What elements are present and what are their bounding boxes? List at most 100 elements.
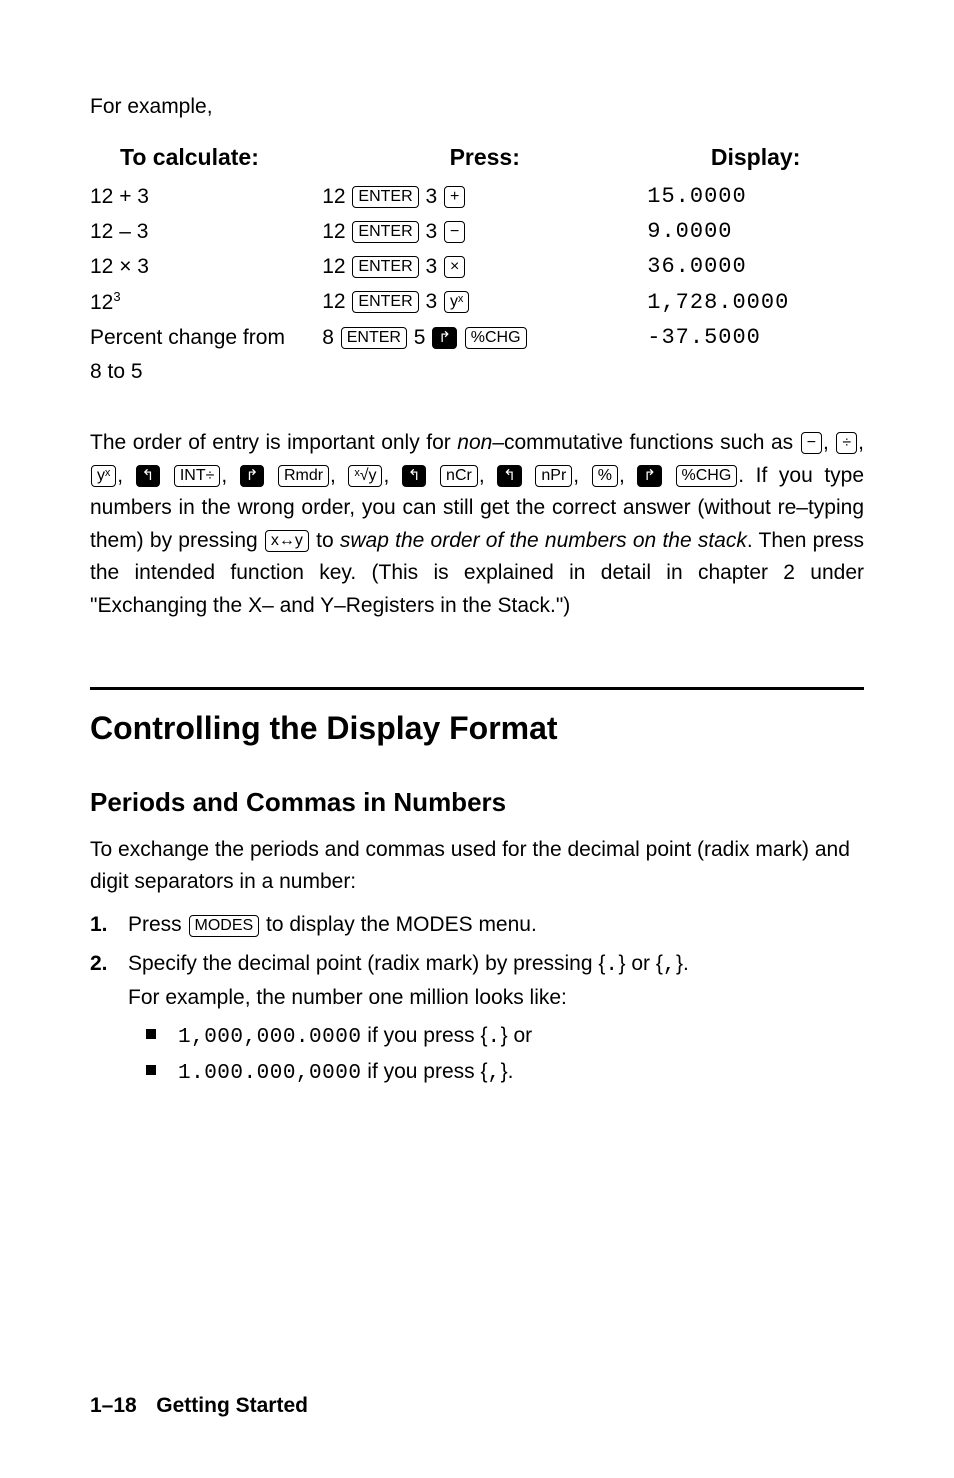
press-num: 12 bbox=[322, 185, 345, 208]
shift-right-key bbox=[432, 327, 457, 349]
step-item: 1. Press MODES to display the MODES menu… bbox=[90, 909, 864, 942]
para-em: non bbox=[457, 431, 492, 454]
divide-key: ÷ bbox=[836, 432, 857, 454]
bullet-item: 1.000.000,0000 if you press {,}. bbox=[128, 1055, 864, 1091]
enter-key: ENTER bbox=[352, 291, 418, 313]
chapter-name: Getting Started bbox=[156, 1394, 308, 1417]
pctchg-key: %CHG bbox=[676, 465, 738, 487]
press-num: 5 bbox=[414, 326, 426, 349]
calc-line1: Percent change from bbox=[90, 326, 285, 349]
table-row: 8 to 5 bbox=[90, 355, 864, 389]
press-num: 12 bbox=[322, 220, 345, 243]
calc-line2: 8 to 5 bbox=[90, 355, 322, 389]
step-number: 1. bbox=[90, 909, 108, 942]
table-row: Percent change from 8 ENTER 5 %CHG -37.5… bbox=[90, 320, 864, 355]
enter-key: ENTER bbox=[352, 186, 418, 208]
press-num: 3 bbox=[425, 255, 437, 278]
section-heading: Controlling the Display Format bbox=[90, 687, 864, 747]
sep: , bbox=[573, 464, 590, 487]
display-value: -37.5000 bbox=[647, 320, 864, 355]
sep: , bbox=[330, 464, 347, 487]
calc-expr: 123 bbox=[90, 284, 322, 320]
npr-key: nPr bbox=[535, 465, 572, 487]
order-paragraph: The order of entry is important only for… bbox=[90, 427, 864, 622]
sep: , bbox=[823, 431, 835, 454]
calc-expr: Percent change from bbox=[90, 320, 322, 355]
xrooty-key: ˣ√y bbox=[348, 465, 382, 487]
shift-left-key bbox=[402, 465, 427, 487]
bullet-text: } or bbox=[501, 1024, 533, 1047]
calc-expr: 12 – 3 bbox=[90, 214, 322, 249]
intdiv-key: INT÷ bbox=[174, 465, 221, 487]
step-text: Specify the decimal point (radix mark) b… bbox=[128, 952, 605, 975]
sep: , bbox=[117, 464, 134, 487]
body-paragraph: To exchange the periods and commas used … bbox=[90, 834, 864, 897]
minus-key: − bbox=[801, 432, 822, 454]
example-number: 1.000.000,0000 bbox=[178, 1062, 361, 1085]
bullet-item: 1,000,000.0000 if you press {.} or bbox=[128, 1019, 864, 1055]
plus-key: + bbox=[444, 186, 465, 208]
shift-left-key bbox=[497, 465, 522, 487]
steps-list: 1. Press MODES to display the MODES menu… bbox=[90, 909, 864, 1090]
press-num: 12 bbox=[322, 290, 345, 313]
press-seq: 12 ENTER 3 + bbox=[322, 179, 647, 214]
calc-expr: 12 + 3 bbox=[90, 179, 322, 214]
calculation-table: To calculate: Press: Display: 12 + 3 12 … bbox=[90, 139, 864, 389]
percent-key: % bbox=[592, 465, 618, 487]
table-row: 12 + 3 12 ENTER 3 + 15.0000 bbox=[90, 179, 864, 214]
ncr-key: nCr bbox=[440, 465, 478, 487]
step-number: 2. bbox=[90, 948, 108, 981]
yx-key: yˣ bbox=[91, 465, 116, 487]
yx-key: yˣ bbox=[444, 291, 469, 313]
shift-right-key bbox=[240, 465, 265, 487]
table-row: 12 – 3 12 ENTER 3 − 9.0000 bbox=[90, 214, 864, 249]
display-value: 15.0000 bbox=[647, 179, 864, 214]
modes-key: MODES bbox=[189, 915, 260, 937]
sep: , bbox=[858, 431, 864, 454]
calc-expr: 12 × 3 bbox=[90, 249, 322, 284]
press-seq: 12 ENTER 3 yˣ bbox=[322, 284, 647, 320]
press-num: 3 bbox=[425, 220, 437, 243]
step-text: } or { bbox=[618, 952, 662, 975]
th-calculate: To calculate: bbox=[90, 139, 322, 179]
para-text: to bbox=[310, 529, 340, 552]
press-num: 3 bbox=[425, 185, 437, 208]
radix-comma: , bbox=[488, 1062, 501, 1085]
press-seq: 12 ENTER 3 − bbox=[322, 214, 647, 249]
radix-dot: . bbox=[488, 1026, 501, 1049]
page-number: 1–18 bbox=[90, 1394, 137, 1417]
table-row: 123 12 ENTER 3 yˣ 1,728.0000 bbox=[90, 284, 864, 320]
radix-dot: . bbox=[605, 954, 618, 977]
step-text: Press bbox=[128, 913, 188, 936]
sep: , bbox=[479, 464, 496, 487]
sep: , bbox=[383, 464, 400, 487]
times-key: × bbox=[444, 256, 465, 278]
step-text: For example, the number one million look… bbox=[128, 986, 567, 1009]
sep: , bbox=[619, 464, 636, 487]
para-text: The order of entry is important only for bbox=[90, 431, 457, 454]
example-number: 1,000,000.0000 bbox=[178, 1026, 361, 1049]
table-row: 12 × 3 12 ENTER 3 × 36.0000 bbox=[90, 249, 864, 284]
page-footer: 1–18 Getting Started bbox=[90, 1394, 308, 1418]
intro-text: For example, bbox=[90, 95, 864, 119]
minus-key: − bbox=[444, 221, 465, 243]
swap-key: x↔y bbox=[265, 530, 309, 552]
step-text: to display the MODES menu. bbox=[260, 913, 537, 936]
th-press: Press: bbox=[322, 139, 647, 179]
rmdr-key: Rmdr bbox=[278, 465, 329, 487]
bullet-square-icon bbox=[146, 1065, 156, 1075]
press-seq: 8 ENTER 5 %CHG bbox=[322, 320, 647, 355]
para-text: –commutative functions such as bbox=[492, 431, 799, 454]
display-value: 1,728.0000 bbox=[647, 284, 864, 320]
subsection-heading: Periods and Commas in Numbers bbox=[90, 787, 864, 818]
bullet-list: 1,000,000.0000 if you press {.} or 1.000… bbox=[128, 1019, 864, 1090]
sep: , bbox=[221, 464, 238, 487]
bullet-text: if you press { bbox=[361, 1060, 487, 1083]
pctchg-key: %CHG bbox=[465, 327, 527, 349]
press-num: 3 bbox=[425, 290, 437, 313]
para-em: swap the order of the numbers on the sta… bbox=[340, 529, 747, 552]
radix-comma: , bbox=[663, 954, 676, 977]
press-num: 12 bbox=[322, 255, 345, 278]
bullet-text: if you press { bbox=[361, 1024, 487, 1047]
press-seq: 12 ENTER 3 × bbox=[322, 249, 647, 284]
